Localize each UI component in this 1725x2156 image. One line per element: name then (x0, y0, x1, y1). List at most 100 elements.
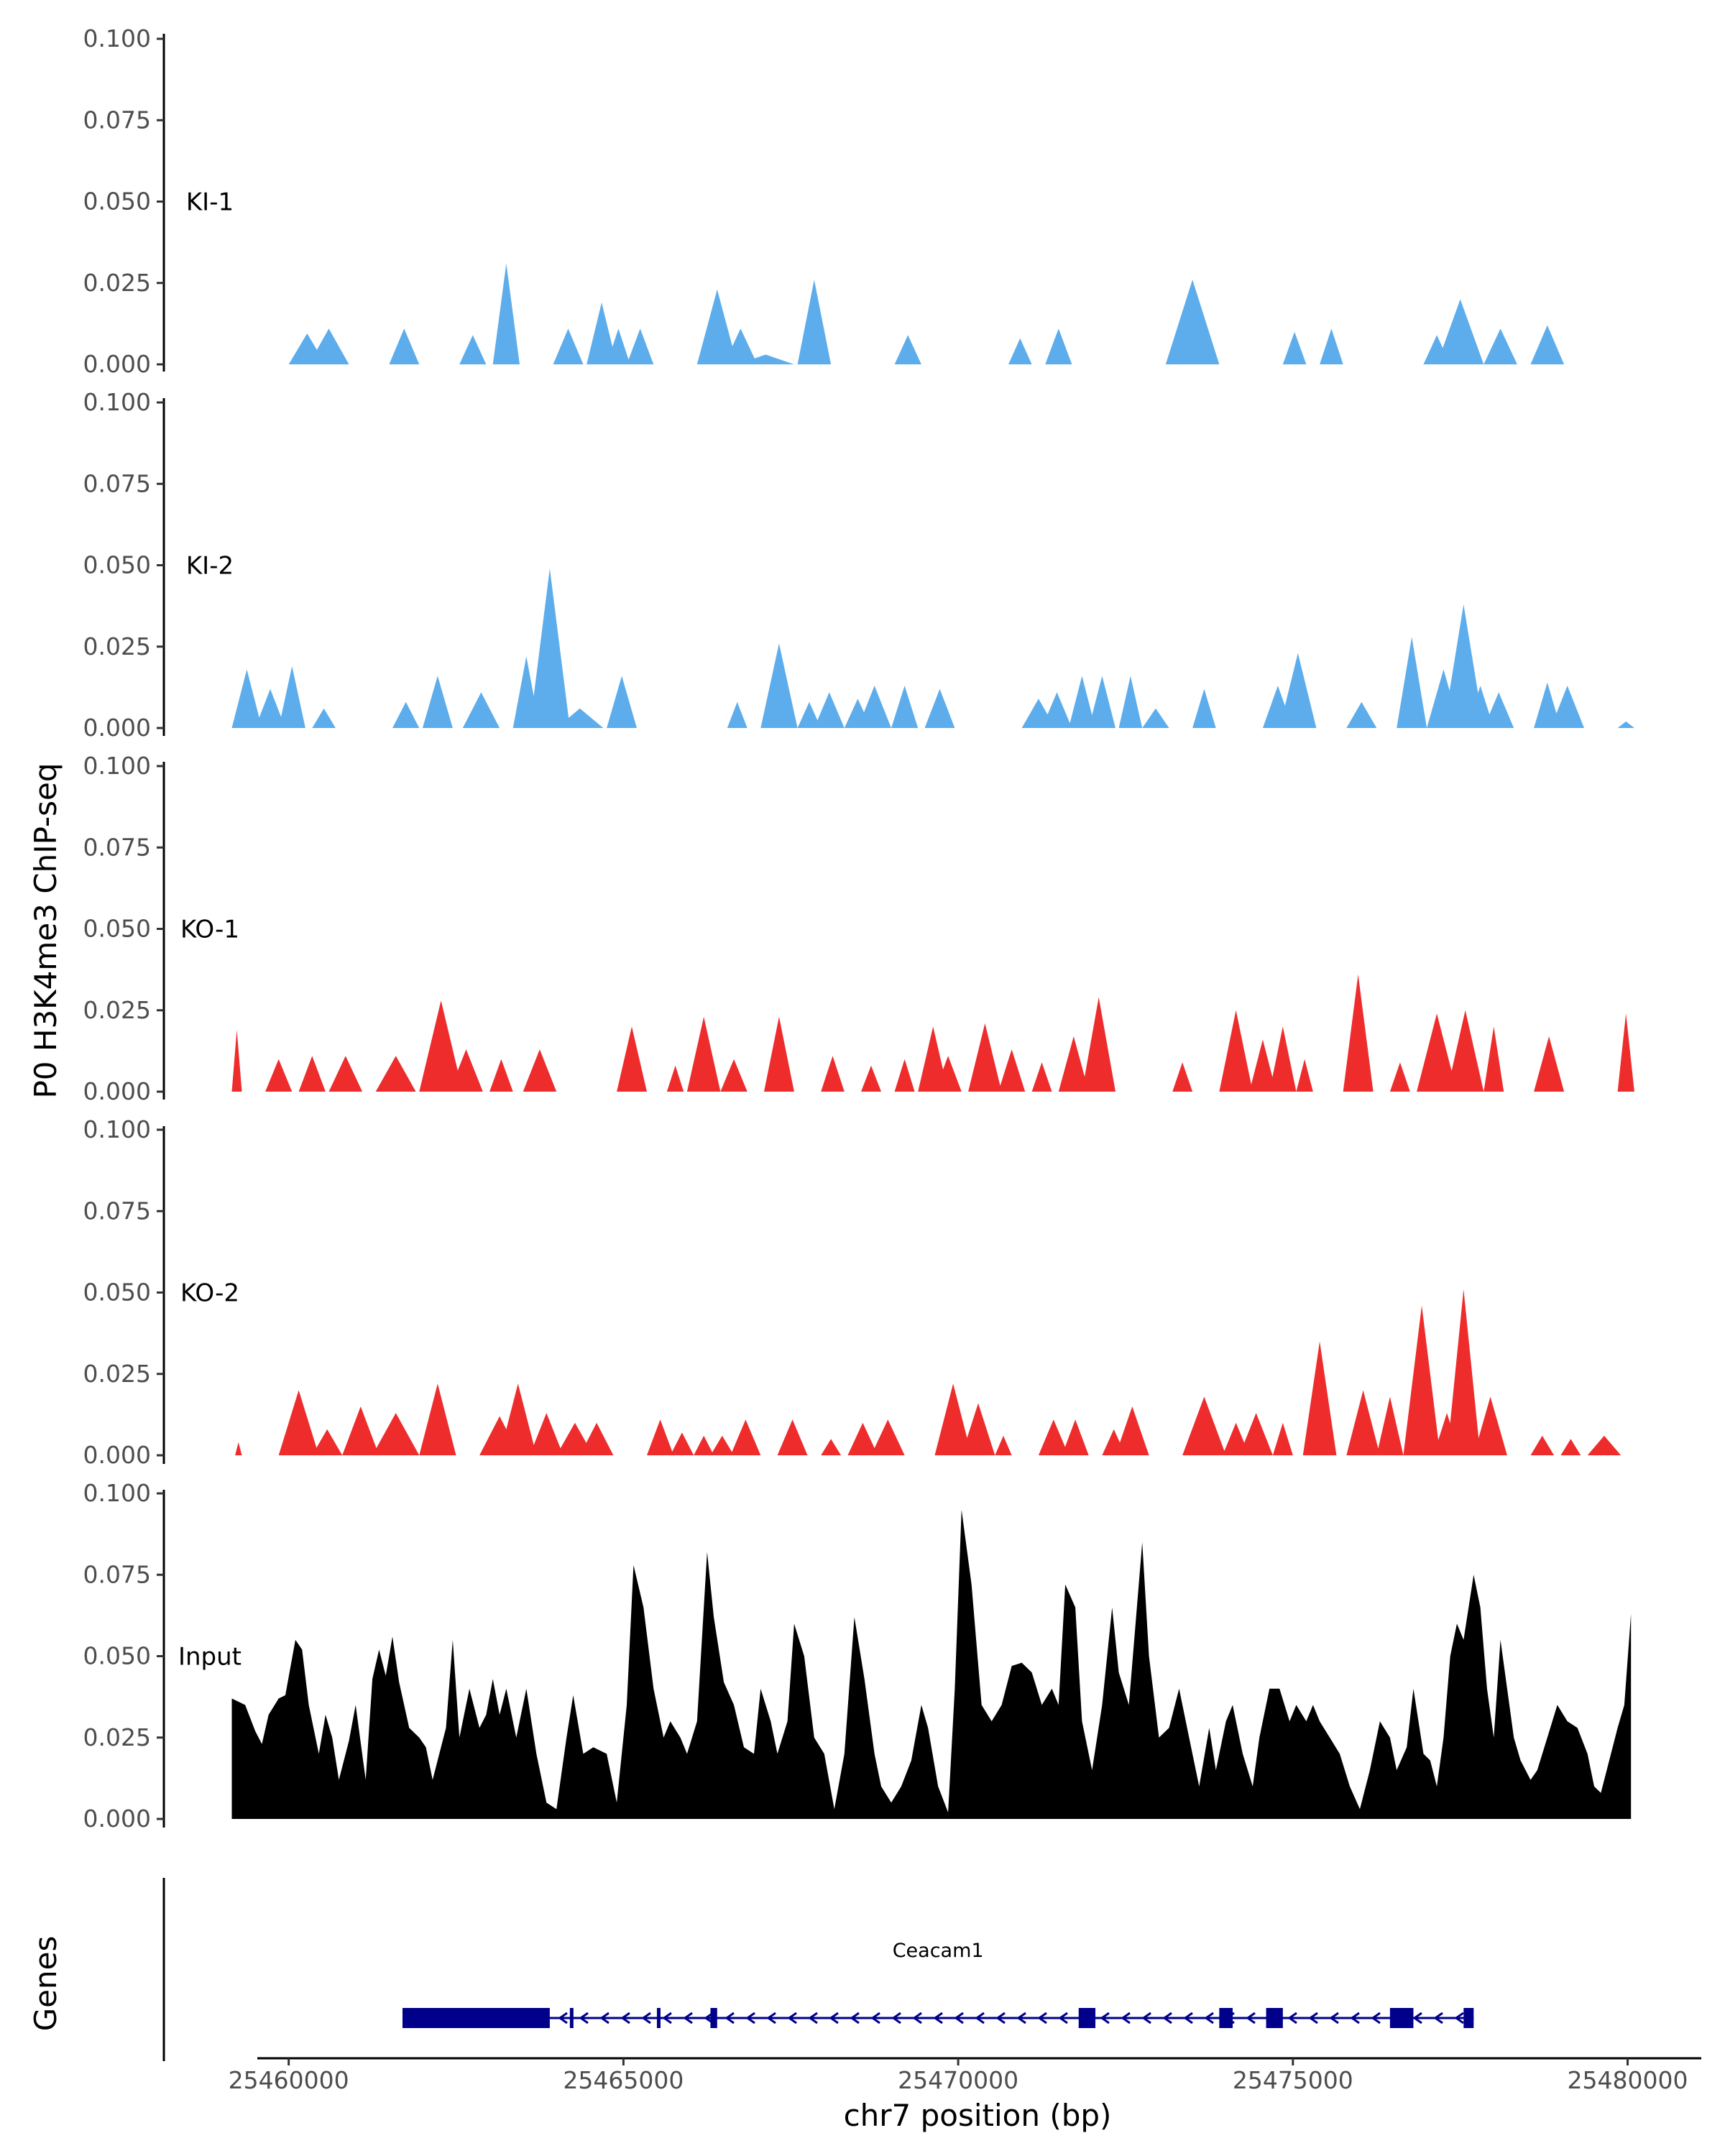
signal-peak (821, 1056, 845, 1092)
strand-arrow (1412, 2012, 1422, 2024)
signal-peak (1172, 1062, 1193, 1092)
signal-peak (278, 665, 305, 728)
signal-peak (760, 643, 798, 728)
signal-peak (523, 1049, 557, 1092)
signal-peak (328, 1056, 363, 1092)
signal-peak (1082, 997, 1116, 1092)
signal-peak (1560, 1439, 1581, 1455)
signal-peak (1320, 328, 1343, 364)
track-label-ko-1: KO-1 (180, 916, 239, 944)
signal-peak (607, 676, 637, 728)
signal-peak (617, 1026, 647, 1092)
gene-exon (1389, 2008, 1414, 2028)
strand-arrow (641, 2012, 651, 2024)
signal-peak (312, 708, 336, 728)
strand-arrow (662, 2012, 672, 2024)
track-label-ki-2: KI-2 (186, 552, 234, 581)
signal-peak (1587, 1435, 1622, 1455)
x-axis-title: chr7 position (bp) (844, 2098, 1112, 2133)
signal-peak (1346, 701, 1377, 728)
signal-peak (1417, 1013, 1457, 1092)
y-tick-label: 0.050 (83, 551, 151, 579)
track-ki-2: 0.000 0.025 0.050 0.075 0.100 KI-2 (83, 388, 1634, 742)
signal-peak (1534, 1036, 1565, 1092)
signal-peak (686, 1016, 721, 1092)
signal-peak (530, 568, 570, 728)
strand-arrow (787, 2012, 797, 2024)
y-tick-label: 0.075 (83, 1197, 151, 1225)
signal-peak (235, 1442, 242, 1455)
signal-peak (1296, 1059, 1313, 1092)
signal-peak (1239, 1413, 1273, 1455)
signal-peak (1346, 1390, 1380, 1455)
signal-peak (694, 1435, 714, 1455)
track-ko-1: 0.000 0.025 0.050 0.075 0.100 KO-1 (83, 752, 1634, 1105)
y-tick-label: 0.100 (83, 24, 151, 52)
signal-peak (727, 701, 748, 728)
signal-peak (1343, 974, 1374, 1092)
signal-peak (1045, 328, 1072, 364)
strand-arrow (683, 2012, 693, 2024)
signal-peak (998, 1049, 1026, 1092)
signal-peak (449, 1049, 483, 1092)
y-tick-label: 0.025 (83, 1360, 151, 1388)
signal-peak (500, 1383, 537, 1455)
gene-exon (569, 2008, 574, 2028)
y-tick-label: 0.000 (83, 1077, 151, 1105)
gene-panel: Ceacam1 (162, 1878, 1474, 2061)
signal-peak (489, 1059, 513, 1092)
signal-peak (857, 686, 891, 728)
signal-peak (1484, 328, 1517, 364)
signal-peak (627, 328, 654, 364)
strand-arrow (1121, 2012, 1131, 2024)
signal-peak (934, 1383, 972, 1455)
strand-arrow (1246, 2012, 1256, 2024)
strand-arrow (829, 2012, 839, 2024)
track-label-input: Input (178, 1643, 242, 1672)
signal-peak (1403, 1305, 1440, 1455)
strand-arrow (975, 2012, 985, 2024)
y-tick-label: 0.000 (83, 1441, 151, 1469)
y-tick-label: 0.050 (83, 1642, 151, 1670)
signal-peak (231, 669, 262, 728)
signal-peak (579, 1422, 614, 1455)
strand-arrow (766, 2012, 776, 2024)
strand-arrow (891, 2012, 901, 2024)
strand-arrow (912, 2012, 922, 2024)
signal-peak (1447, 1289, 1481, 1455)
signal-peak (1068, 676, 1095, 728)
signal-peak (1142, 708, 1169, 728)
strand-arrow (850, 2012, 860, 2024)
strand-arrow (954, 2012, 964, 2024)
signal-area (231, 1509, 1632, 1819)
y-tick-label: 0.100 (83, 752, 151, 780)
signal-peak (1182, 1396, 1226, 1455)
track-label-ko-2: KO-2 (180, 1279, 239, 1308)
y-axis-title: P0 H3K4me3 ChIP-seq (28, 763, 63, 1098)
signal-peak (1038, 1419, 1069, 1455)
signal-peak (1617, 1013, 1634, 1092)
signal-peak (586, 302, 617, 364)
y-tick-label: 0.025 (83, 996, 151, 1024)
gene-exon (710, 2008, 717, 2028)
strand-arrow (745, 2012, 755, 2024)
signal-peak (1272, 1422, 1293, 1455)
strand-arrow (1287, 2012, 1297, 2024)
signal-peak (918, 1026, 949, 1092)
signal-peak (372, 1413, 420, 1455)
signal-peak (1484, 1026, 1504, 1092)
strand-arrow (1329, 2012, 1339, 2024)
signal-peak (530, 1413, 564, 1455)
gene-name-label: Ceacam1 (893, 1940, 984, 1962)
signal-peak (1376, 1396, 1404, 1455)
y-tick-label: 0.050 (83, 1279, 151, 1307)
strand-arrow (1308, 2012, 1318, 2024)
y-tick-label: 0.000 (83, 350, 151, 378)
signal-peak (1534, 682, 1561, 728)
track-ko-2: 0.000 0.025 0.050 0.075 0.100 KO-2 (83, 1115, 1622, 1469)
signal-peak (720, 1059, 748, 1092)
signal-peak (724, 328, 758, 364)
signal-peak (894, 1059, 915, 1092)
signal-peak (1116, 1406, 1149, 1455)
